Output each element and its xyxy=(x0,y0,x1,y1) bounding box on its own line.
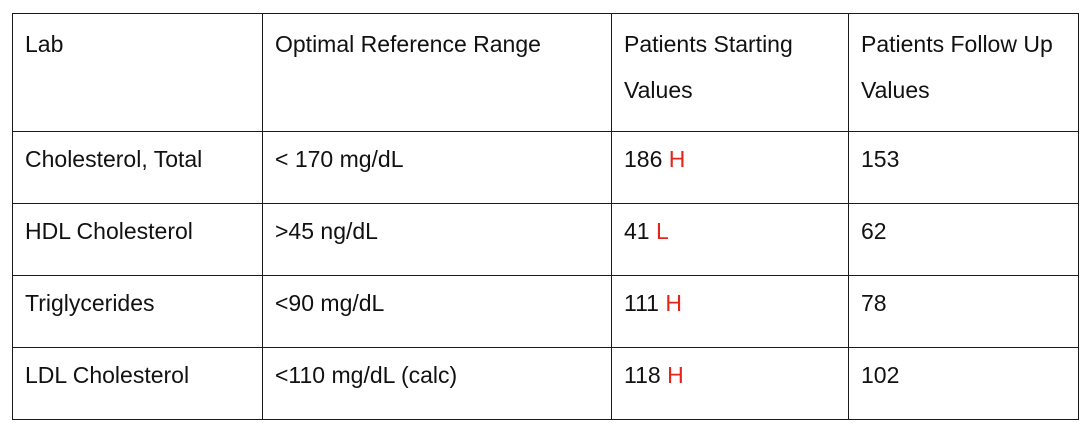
starting-value-cell: 41 L xyxy=(611,203,849,276)
follow-up-value-cell: 62 xyxy=(848,203,1079,276)
starting-value: 186 xyxy=(624,146,663,172)
starting-value-cell: 111 H xyxy=(611,275,849,348)
table-row: LDL Cholesterol <110 mg/dL (calc) 118 H … xyxy=(12,347,1079,420)
lab-name-cell: Triglycerides xyxy=(12,275,263,348)
header-patients-follow-up-values: Patients Follow Up Values xyxy=(848,13,1079,132)
follow-up-value-cell: 102 xyxy=(848,347,1079,420)
table-row: Cholesterol, Total < 170 mg/dL 186 H 153 xyxy=(12,131,1079,204)
reference-range-cell: <110 mg/dL (calc) xyxy=(262,347,612,420)
reference-range-cell: < 170 mg/dL xyxy=(262,131,612,204)
high-flag: H xyxy=(668,146,686,172)
starting-value: 111 xyxy=(624,290,659,316)
table-row: HDL Cholesterol >45 ng/dL 41 L 62 xyxy=(12,203,1079,276)
table-row: Triglycerides <90 mg/dL 111 H 78 xyxy=(12,275,1079,348)
starting-value: 41 xyxy=(624,218,650,244)
header-optimal-reference-range: Optimal Reference Range xyxy=(262,13,612,132)
header-patients-starting-values: Patients Starting Values xyxy=(611,13,849,132)
table-header-row: Lab Optimal Reference Range Patients Sta… xyxy=(12,13,1079,132)
low-flag: L xyxy=(655,218,669,244)
high-flag: H xyxy=(665,290,682,316)
starting-value-cell: 118 H xyxy=(611,347,849,420)
lab-name-cell: Cholesterol, Total xyxy=(12,131,263,204)
lab-name-cell: HDL Cholesterol xyxy=(12,203,263,276)
lab-name-cell: LDL Cholesterol xyxy=(12,347,263,420)
follow-up-value-cell: 153 xyxy=(848,131,1079,204)
header-lab: Lab xyxy=(12,13,263,132)
reference-range-cell: >45 ng/dL xyxy=(262,203,612,276)
high-flag: H xyxy=(667,362,684,388)
starting-value-cell: 186 H xyxy=(611,131,849,204)
follow-up-value-cell: 78 xyxy=(848,275,1079,348)
starting-value: 118 xyxy=(624,362,661,388)
reference-range-cell: <90 mg/dL xyxy=(262,275,612,348)
lab-results-table: Lab Optimal Reference Range Patients Sta… xyxy=(12,13,1079,420)
